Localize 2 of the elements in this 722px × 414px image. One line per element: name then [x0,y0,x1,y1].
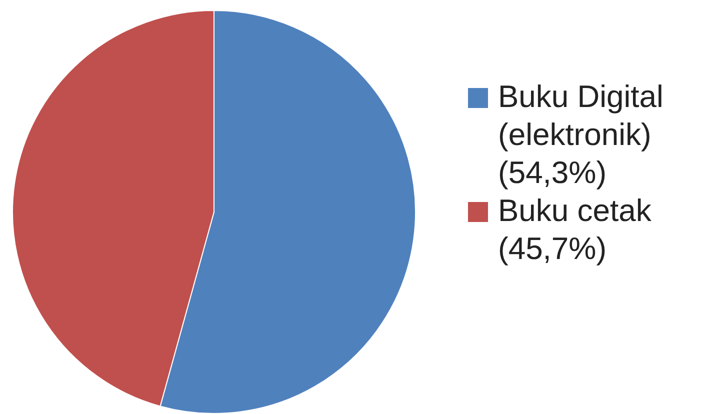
legend-label: Buku cetak (45,7%) [498,192,652,268]
legend-label: Buku Digital (elektronik) (54,3%) [498,78,664,192]
